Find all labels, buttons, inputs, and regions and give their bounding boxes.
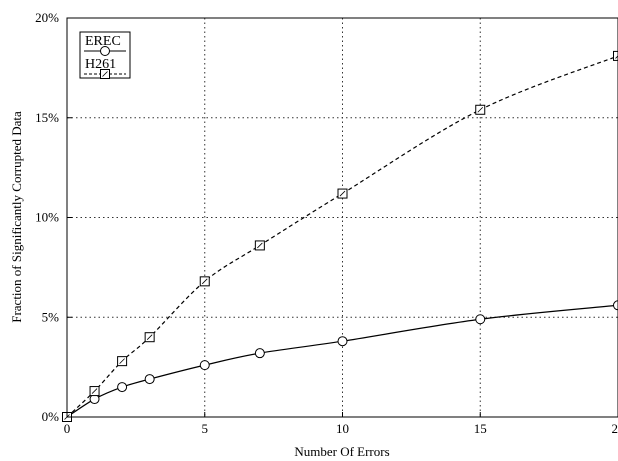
y-axis-title: Fraction of Significantly Corrupted Data: [9, 111, 24, 323]
x-axis-title: Number Of Errors: [294, 444, 389, 459]
data-point: [117, 356, 128, 367]
series-h261: [62, 50, 618, 422]
data-point: [117, 382, 128, 393]
y-tick-label: 5%: [42, 309, 60, 324]
data-point: [613, 300, 618, 311]
data-point: [475, 314, 486, 325]
legend-marker: [100, 69, 110, 79]
data-point: [337, 188, 348, 199]
data-point: [254, 348, 265, 359]
legend-label: EREC: [85, 34, 121, 49]
data-point: [199, 276, 210, 287]
data-point: [475, 104, 486, 115]
legend-marker: [100, 46, 110, 56]
legend-label: H261: [85, 57, 116, 72]
series-line-h261: [66, 55, 618, 418]
x-tick-label: 5: [202, 421, 209, 436]
data-point: [144, 374, 155, 385]
data-point: [613, 50, 618, 61]
data-point: [254, 240, 265, 251]
x-tick-label: 15: [474, 421, 487, 436]
y-tick-label: 0%: [42, 409, 60, 424]
series-layer: [62, 50, 618, 422]
data-point: [337, 336, 348, 347]
data-point: [199, 360, 210, 371]
data-point: [89, 386, 100, 397]
data-point: [144, 332, 155, 343]
gridlines: [67, 18, 618, 417]
legend: EREC H261: [79, 31, 131, 79]
y-tick-label: 10%: [35, 210, 59, 225]
x-tick-label: 10: [336, 421, 349, 436]
series-erec: [62, 300, 618, 422]
y-tick-label: 20%: [35, 10, 59, 25]
tick-labels: 0 5 10 15 20 0% 5% 10% 15% 20%: [35, 10, 618, 436]
y-tick-label: 15%: [35, 110, 59, 125]
x-tick-label: 0: [64, 421, 71, 436]
x-tick-label: 20: [612, 421, 618, 436]
